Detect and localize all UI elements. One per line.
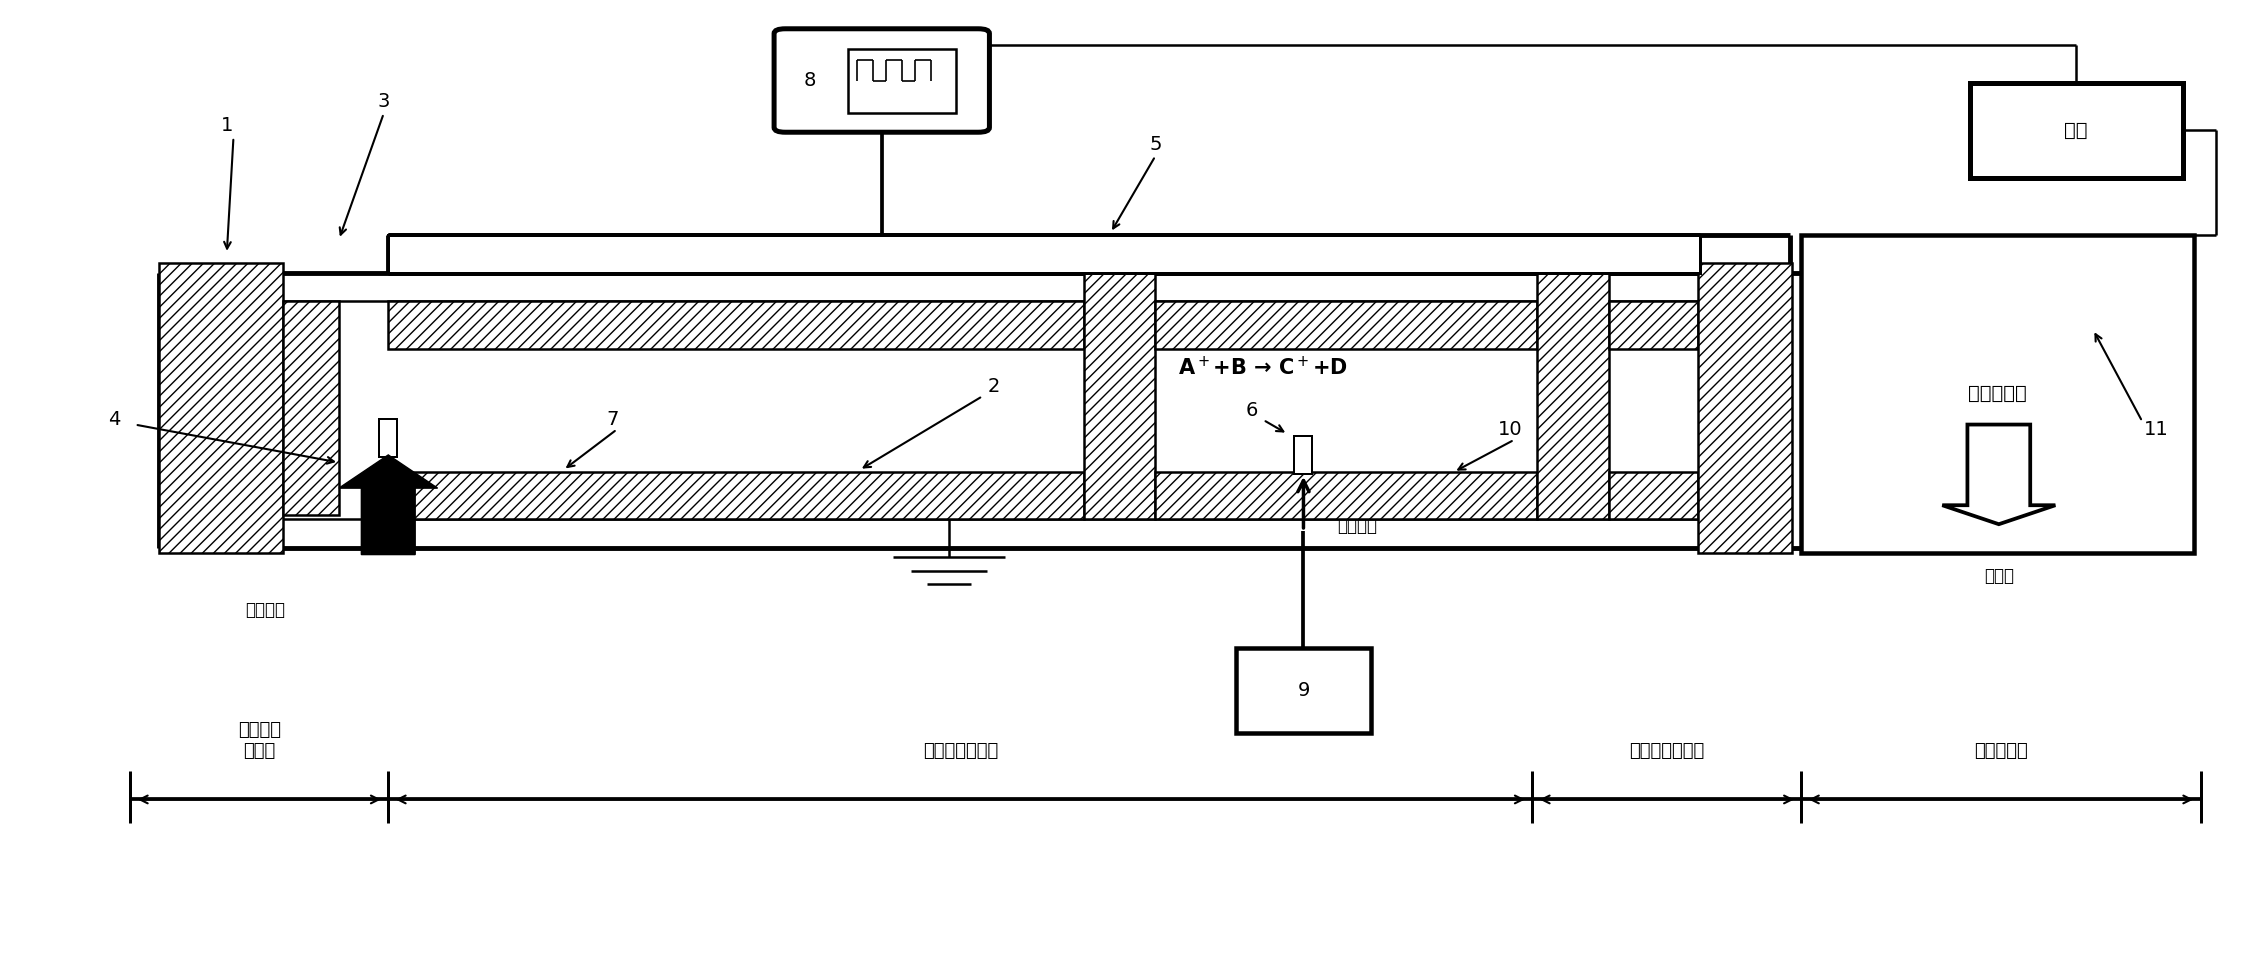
Bar bbox=[1296, 436, 1311, 474]
Text: 8: 8 bbox=[803, 71, 815, 90]
Text: 化学电离反应区: 化学电离反应区 bbox=[1630, 742, 1704, 760]
Text: 2: 2 bbox=[989, 377, 1000, 396]
Bar bbox=[379, 419, 397, 456]
Text: 混合离子
制备区: 混合离子 制备区 bbox=[237, 720, 280, 760]
Bar bbox=[1156, 472, 1537, 519]
Bar bbox=[1609, 472, 1697, 519]
Text: 质谱探测区: 质谱探测区 bbox=[1975, 742, 2029, 760]
Bar bbox=[781, 31, 982, 130]
Text: 1: 1 bbox=[221, 117, 232, 135]
Text: 9: 9 bbox=[1298, 681, 1309, 700]
Bar bbox=[1156, 301, 1537, 349]
Bar bbox=[160, 263, 282, 553]
Text: 试剂气体: 试剂气体 bbox=[246, 601, 284, 618]
Text: 电脑: 电脑 bbox=[2065, 120, 2088, 140]
Text: A$^+$+B → C$^+$+D: A$^+$+B → C$^+$+D bbox=[1178, 356, 1347, 379]
Polygon shape bbox=[1943, 425, 2056, 524]
Text: 10: 10 bbox=[1496, 420, 1521, 439]
Text: 分子泵: 分子泵 bbox=[1984, 567, 2013, 586]
Bar bbox=[1237, 647, 1370, 733]
Bar bbox=[282, 301, 339, 514]
Text: 质谱探测器: 质谱探测器 bbox=[1968, 384, 2027, 403]
Bar bbox=[1697, 263, 1792, 553]
Text: 3: 3 bbox=[377, 92, 390, 112]
Text: 4: 4 bbox=[108, 410, 122, 429]
Text: 5: 5 bbox=[1149, 135, 1162, 154]
Bar bbox=[388, 472, 1083, 519]
Bar bbox=[849, 49, 955, 114]
Bar bbox=[388, 301, 1083, 349]
Text: 6: 6 bbox=[1246, 401, 1257, 420]
Bar bbox=[1970, 83, 2183, 178]
Text: 反应离子选择区: 反应离子选择区 bbox=[923, 742, 998, 760]
Text: 11: 11 bbox=[2144, 420, 2169, 439]
Bar bbox=[1083, 263, 1156, 519]
Bar bbox=[388, 235, 1700, 273]
Bar bbox=[1537, 263, 1609, 519]
Text: 待测气体: 待测气体 bbox=[1336, 517, 1377, 535]
Polygon shape bbox=[339, 455, 438, 555]
Bar bbox=[1609, 301, 1697, 349]
Bar bbox=[1801, 235, 2194, 553]
FancyBboxPatch shape bbox=[774, 29, 989, 132]
Text: 7: 7 bbox=[607, 410, 618, 429]
